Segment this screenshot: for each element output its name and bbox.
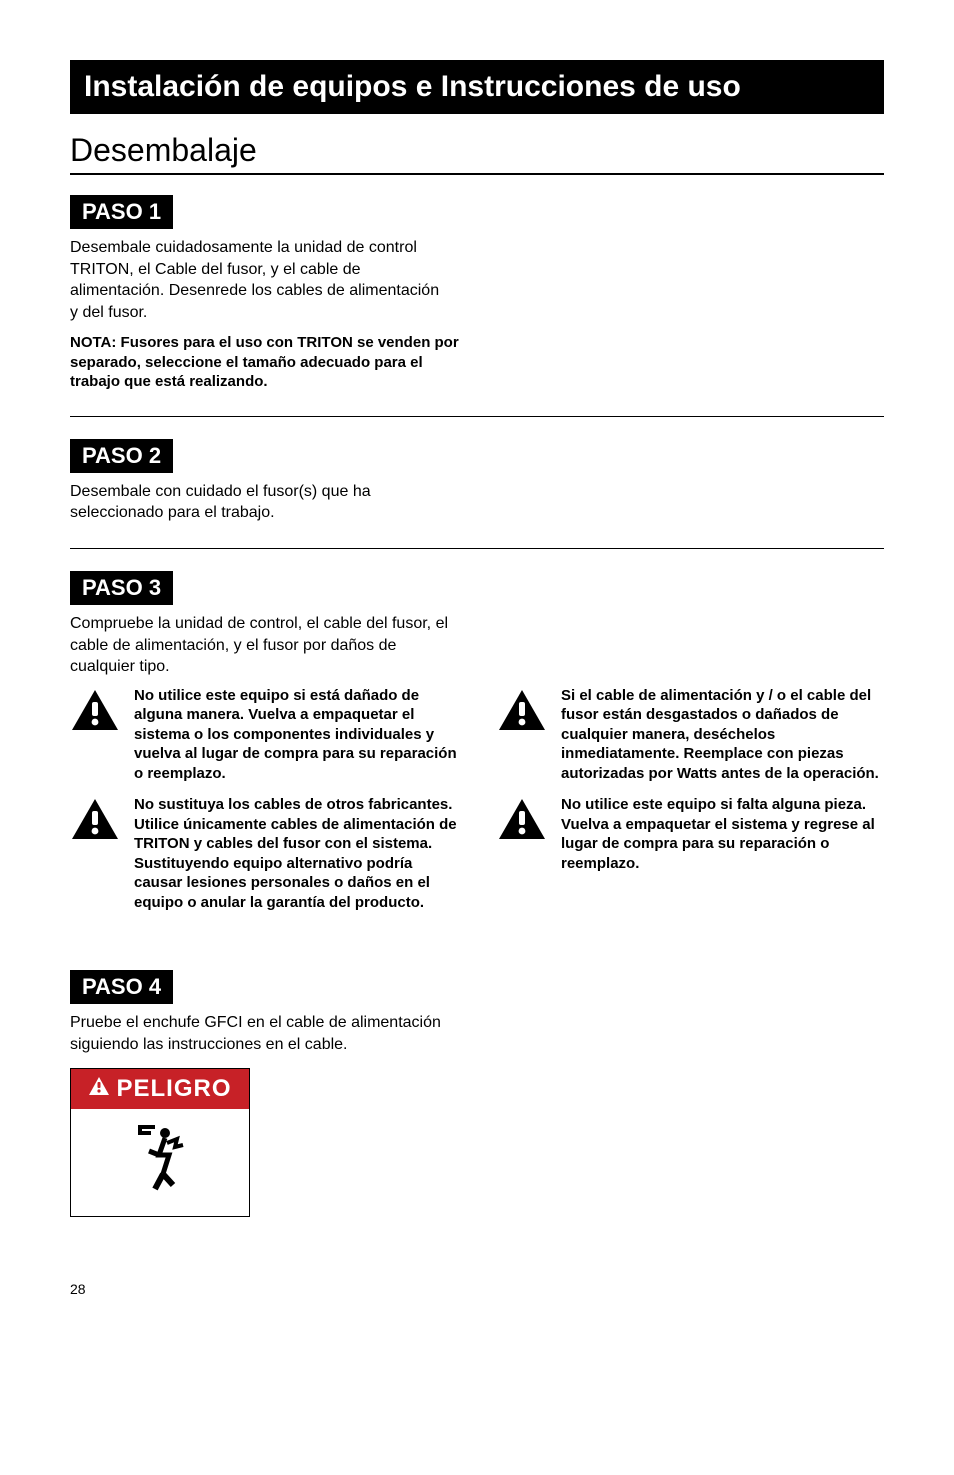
- warning-block: No sustituya los cables de otros fabrica…: [70, 795, 457, 912]
- warnings-left: No utilice este equipo si está dañado de…: [70, 686, 457, 925]
- step2-section: PASO 2 Desembale con cuidado el fusor(s)…: [70, 439, 884, 549]
- step4-label: PASO 4: [70, 970, 173, 1004]
- danger-box: PELIGRO: [70, 1068, 250, 1217]
- warning-triangle-icon: [497, 688, 547, 737]
- warning-block: No utilice este equipo si falta alguna p…: [497, 795, 884, 873]
- step1-label: PASO 1: [70, 195, 173, 229]
- step2-body: Desembale con cuidado el fusor(s) que ha…: [70, 481, 450, 524]
- step3-body: Compruebe la unidad de control, el cable…: [70, 613, 450, 678]
- warning-text: No utilice este equipo si está dañado de…: [134, 686, 457, 784]
- warnings-columns: No utilice este equipo si está dañado de…: [70, 686, 884, 925]
- warning-text: No sustituya los cables de otros fabrica…: [134, 795, 457, 912]
- warning-text: No utilice este equipo si falta alguna p…: [561, 795, 884, 873]
- step1-note: NOTA: Fusores para el uso con TRITON se …: [70, 333, 470, 392]
- step3-section: PASO 3 Compruebe la unidad de control, e…: [70, 571, 884, 948]
- step4-section: PASO 4 Pruebe el enchufe GFCI en el cabl…: [70, 970, 884, 1240]
- warning-triangle-icon: [70, 797, 120, 846]
- danger-label: PELIGRO: [116, 1075, 231, 1103]
- step2-label: PASO 2: [70, 439, 173, 473]
- electric-shock-icon: [125, 1184, 195, 1201]
- banner-title: Instalación de equipos e Instrucciones d…: [70, 60, 884, 114]
- danger-header: PELIGRO: [71, 1069, 249, 1109]
- section-heading: Desembalaje: [70, 132, 884, 175]
- step1-section: PASO 1 Desembale cuidadosamente la unida…: [70, 195, 884, 417]
- warning-text: Si el cable de alimentación y / o el cab…: [561, 686, 884, 784]
- warning-triangle-icon: [497, 797, 547, 846]
- warning-triangle-icon: [70, 688, 120, 737]
- warning-block: No utilice este equipo si está dañado de…: [70, 686, 457, 784]
- danger-body: [71, 1109, 249, 1216]
- step4-body: Pruebe el enchufe GFCI en el cable de al…: [70, 1012, 450, 1055]
- warning-block: Si el cable de alimentación y / o el cab…: [497, 686, 884, 784]
- warnings-right: Si el cable de alimentación y / o el cab…: [497, 686, 884, 925]
- step1-body: Desembale cuidadosamente la unidad de co…: [70, 237, 450, 323]
- danger-triangle-icon: [88, 1075, 110, 1103]
- step3-label: PASO 3: [70, 571, 173, 605]
- page-number: 28: [70, 1281, 884, 1297]
